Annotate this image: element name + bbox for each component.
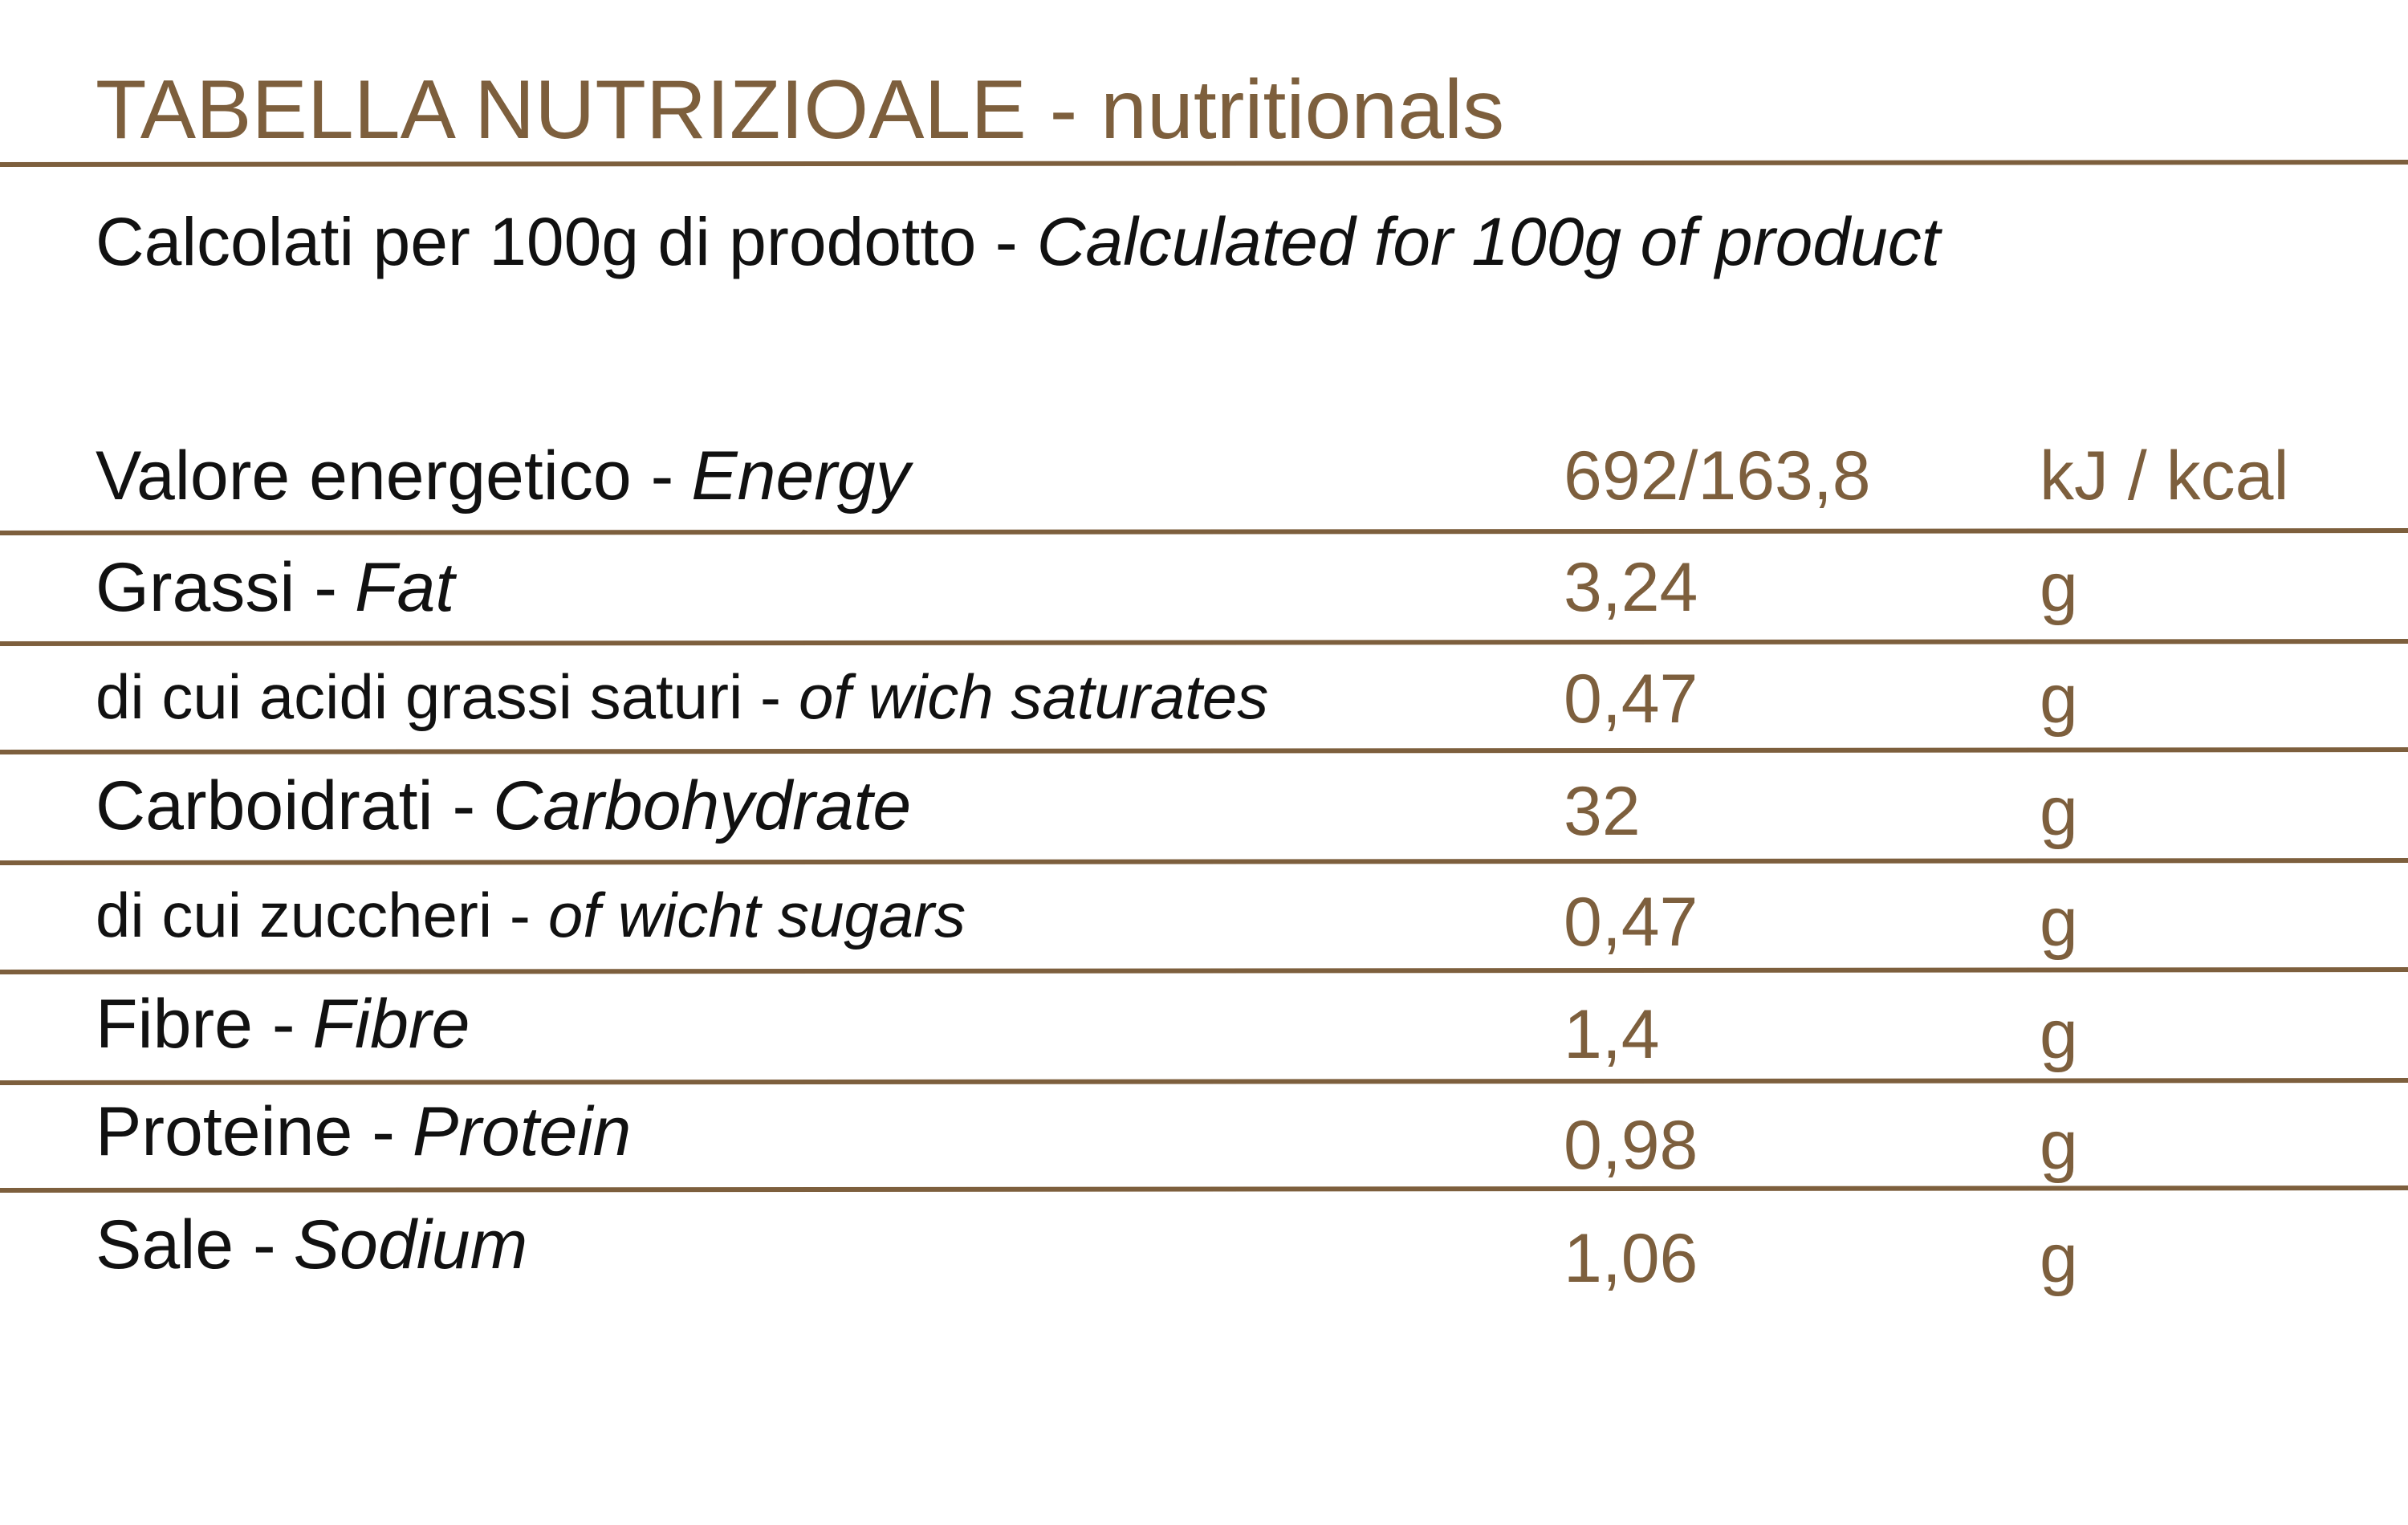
row-unit: g bbox=[2040, 661, 2078, 738]
row-rule bbox=[0, 858, 2408, 865]
label-en: Fat bbox=[355, 549, 457, 626]
row-value: 1,4 bbox=[1564, 996, 1660, 1073]
label-it: di cui acidi grassi saturi - bbox=[96, 661, 781, 732]
label-en: Fibre bbox=[312, 986, 470, 1063]
row-unit: g bbox=[2040, 549, 2078, 626]
row-value: 1,06 bbox=[1564, 1220, 1698, 1297]
row-value: 0,47 bbox=[1564, 884, 1698, 961]
row-label: di cui acidi grassi saturi - of wich satu… bbox=[96, 661, 1268, 732]
label-it: Valore energetico - bbox=[96, 437, 673, 514]
subtitle: Calcolati per 100g di prodotto - Calculat… bbox=[96, 204, 1943, 279]
row-unit: g bbox=[2040, 996, 2078, 1073]
row-rule bbox=[0, 967, 2408, 974]
row-rule bbox=[0, 1078, 2408, 1085]
row-label: di cui zuccheri - of wicht sugars bbox=[96, 880, 966, 950]
label-en: of wicht sugars bbox=[548, 880, 966, 950]
row-unit: g bbox=[2040, 884, 2078, 961]
row-label: Valore energetico - Energy bbox=[96, 437, 914, 514]
row-unit: g bbox=[2040, 773, 2078, 850]
row-unit: g bbox=[2040, 1107, 2078, 1184]
label-it: Fibre - bbox=[96, 986, 295, 1063]
row-value: 3,24 bbox=[1564, 549, 1698, 626]
label-it: Carboidrati - bbox=[96, 767, 475, 844]
row-unit: g bbox=[2040, 1220, 2078, 1297]
title: TABELLA NUTRIZIOALE - nutritionals bbox=[96, 63, 1504, 157]
row-value: 0,47 bbox=[1564, 661, 1698, 738]
row-value: 692/163,8 bbox=[1564, 437, 1871, 514]
label-en: Energy bbox=[691, 437, 913, 514]
row-label: Sale - Sodium bbox=[96, 1206, 527, 1283]
row-rule bbox=[0, 528, 2408, 535]
label-it: Proteine - bbox=[96, 1093, 395, 1170]
label-en: Protein bbox=[413, 1093, 632, 1170]
row-label: Grassi - Fat bbox=[96, 549, 457, 626]
row-value: 0,98 bbox=[1564, 1107, 1698, 1184]
row-label: Proteine - Protein bbox=[96, 1093, 631, 1170]
row-label: Fibre - Fibre bbox=[96, 986, 470, 1063]
subtitle-it: Calcolati per 100g di prodotto - bbox=[96, 204, 1018, 279]
label-en: of wich saturates bbox=[799, 661, 1268, 732]
label-it: Sale - bbox=[96, 1206, 276, 1283]
row-rule bbox=[0, 1185, 2408, 1193]
row-rule bbox=[0, 747, 2408, 754]
title-rule bbox=[0, 160, 2408, 167]
label-it: Grassi - bbox=[96, 549, 337, 626]
row-value: 32 bbox=[1564, 773, 1641, 850]
row-rule bbox=[0, 639, 2408, 646]
label-it: di cui zuccheri - bbox=[96, 880, 531, 950]
subtitle-en: Calculated for 100g of product bbox=[1037, 204, 1943, 279]
row-unit: kJ / kcal bbox=[2040, 437, 2289, 514]
label-en: Carbohydrate bbox=[493, 767, 911, 844]
label-en: Sodium bbox=[294, 1206, 528, 1283]
row-label: Carboidrati - Carbohydrate bbox=[96, 767, 911, 844]
